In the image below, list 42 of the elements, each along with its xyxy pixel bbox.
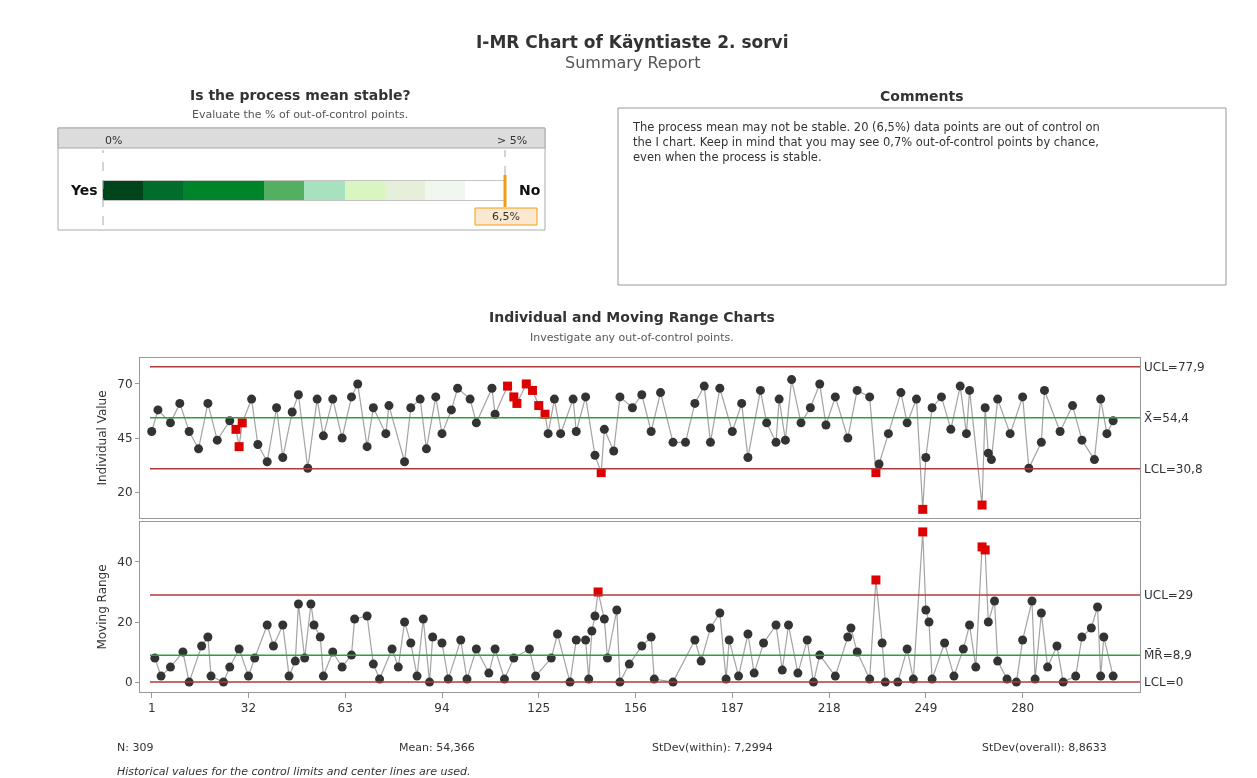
text: Yes (70, 182, 98, 198)
y-tick-label: 70 (117, 377, 133, 392)
chart-title: Individual and Moving Range Charts (489, 309, 775, 325)
x-tick-label: 187 (720, 701, 744, 716)
chart-subtitle: Investigate any out-of-control points. (530, 331, 734, 344)
ref-line-label: LCL=0 (1144, 675, 1184, 689)
text: The process mean may not be stable. 20 (6,5%) data points are out of control on the I chart. Keep in mind that you may see 0,7% out-of-control points by chance, even when the process is stable. (632, 120, 1100, 164)
text: N: 309 (117, 741, 154, 754)
ref-line-label: M̄R̄=8,9 (1144, 648, 1192, 663)
text: > 5% (497, 134, 528, 147)
text: Evaluate the % of out-of-control points. (192, 108, 409, 121)
x-tick-label: 63 (337, 701, 353, 716)
ref-line-label: UCL=29 (1144, 588, 1194, 602)
x-tick-label: 32 (240, 701, 257, 716)
y-axis-title: Moving Range (94, 564, 109, 650)
x-tick-label: 125 (527, 701, 551, 716)
x-tick-label: 280 (1011, 701, 1035, 716)
y-tick-label: 40 (117, 555, 133, 570)
text: StDev(within): 7,2994 (652, 741, 773, 754)
x-tick-label: 1 (147, 701, 156, 716)
x-tick-label: 218 (817, 701, 841, 716)
text: 6,5% (492, 210, 520, 223)
text: Historical values for the control limits and center lines are used. (117, 765, 471, 778)
ref-line-label: LCL=30,8 (1144, 462, 1203, 476)
y-tick-label: 45 (117, 431, 133, 446)
text: Summary Report (565, 53, 701, 72)
y-axis-title: Individual Value (94, 390, 109, 486)
text: No (519, 182, 541, 198)
text: StDev(overall): 8,8633 (982, 741, 1107, 754)
y-tick-label: 20 (117, 485, 133, 500)
y-tick-label: 0 (124, 675, 133, 690)
text: Mean: 54,366 (399, 741, 475, 754)
ref-line-label: X̄=54,4 (1144, 411, 1189, 426)
x-tick-label: 94 (434, 701, 450, 716)
x-tick-label: 156 (624, 701, 647, 716)
text: Comments (880, 88, 964, 104)
text: 0% (105, 134, 123, 147)
text: Is the process mean stable? (190, 87, 411, 103)
text: I-MR Chart of Käyntiaste 2. sorvi (476, 32, 789, 52)
x-tick-label: 249 (914, 701, 938, 716)
y-tick-label: 20 (117, 615, 133, 630)
ref-line-label: UCL=77,9 (1144, 360, 1205, 374)
